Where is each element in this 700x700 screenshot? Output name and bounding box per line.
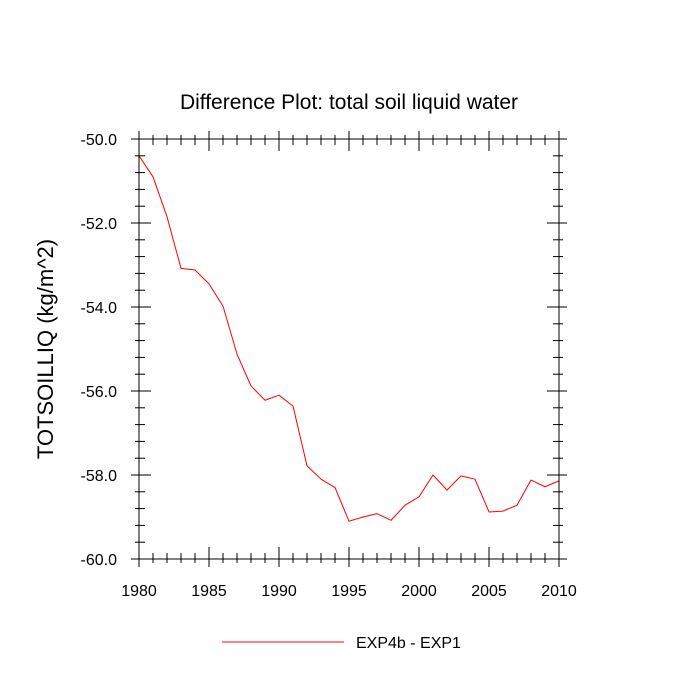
- series-group: [138, 155, 560, 522]
- x-tick-label: 1985: [191, 583, 227, 600]
- y-tick-label: -60.0: [81, 552, 118, 569]
- y-tick-label: -56.0: [81, 384, 118, 401]
- x-tick-label: 1980: [121, 583, 157, 600]
- series-line-1: [138, 155, 560, 522]
- y-axis-label: TOTSOILLIQ (kg/m^2): [33, 239, 58, 459]
- major-ticks: [131, 131, 567, 567]
- x-tick-label: 2005: [471, 583, 507, 600]
- x-tick-label: 1995: [331, 583, 367, 600]
- plot-frame: [138, 138, 560, 560]
- x-tick-label: 2010: [541, 583, 577, 600]
- y-tick-label: -58.0: [81, 468, 118, 485]
- y-tick-label: -50.0: [81, 132, 118, 149]
- x-tick-labels: 1980 1985 1990 1995 2000 2005 2010: [121, 583, 577, 600]
- minor-ticks: [135, 135, 563, 563]
- legend-label: EXP4b - EXP1: [356, 635, 461, 652]
- y-tick-labels: -50.0 -52.0 -54.0 -56.0 -58.0 -60.0: [81, 132, 118, 569]
- x-tick-label: 1990: [261, 583, 297, 600]
- y-tick-label: -52.0: [81, 216, 118, 233]
- y-tick-label: -54.0: [81, 300, 118, 317]
- x-tick-label: 2000: [401, 583, 437, 600]
- chart-title: Difference Plot: total soil liquid water: [180, 91, 518, 114]
- legend: EXP4b - EXP1: [222, 635, 461, 652]
